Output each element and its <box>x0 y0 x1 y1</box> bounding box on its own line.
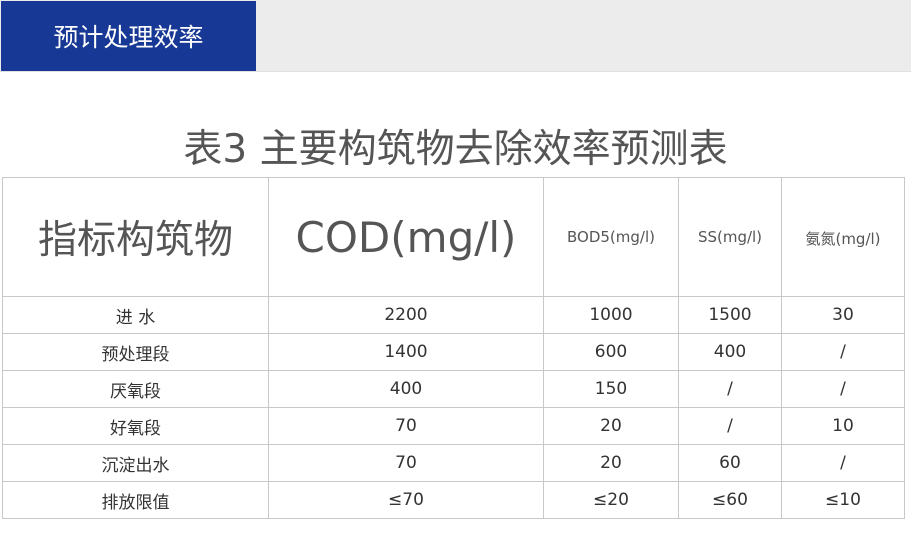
table-cell: 排放限值 <box>2 481 269 519</box>
table-cell: 600 <box>543 333 679 371</box>
column-header: BOD5(mg/l) <box>543 177 679 297</box>
table-cell: 预处理段 <box>2 333 269 371</box>
table-cell: / <box>781 444 905 482</box>
table-row: 进 水 2200 1000 1500 30 <box>2 296 905 334</box>
table-row: 沉淀出水 70 20 60/ <box>2 444 905 482</box>
table-row: 好氧段 70 20/10 <box>2 407 905 445</box>
tab-processing-efficiency[interactable]: 预计处理效率 <box>1 1 256 71</box>
table-cell: 70 <box>268 407 544 445</box>
table-cell: ≤60 <box>678 481 782 519</box>
table-cell: ≤20 <box>543 481 679 519</box>
table-cell: 进 水 <box>2 296 269 334</box>
table-row: 排放限值 ≤70 ≤20 ≤60 ≤10 <box>2 481 905 519</box>
table-cell: 150 <box>543 370 679 408</box>
table-title: 表3 主要构筑物去除效率预测表 <box>183 127 728 172</box>
table-cell: 2200 <box>268 296 544 334</box>
table-cell: ≤70 <box>268 481 544 519</box>
efficiency-table: 指标构筑物 COD(mg/l) BOD5(mg/l) SS(mg/l) 氨氮(m… <box>2 177 905 519</box>
table-cell: 20 <box>543 407 679 445</box>
table-cell: 30 <box>781 296 905 334</box>
table-cell: / <box>781 333 905 371</box>
table-cell: 20 <box>543 444 679 482</box>
table-cell: / <box>781 370 905 408</box>
column-header: COD(mg/l) <box>268 177 544 297</box>
table-cell: 400 <box>268 370 544 408</box>
table-cell: ≤10 <box>781 481 905 519</box>
table-cell: 沉淀出水 <box>2 444 269 482</box>
column-header: 指标构筑物 <box>2 177 269 297</box>
top-bar: 预计处理效率 <box>0 0 911 72</box>
tab-label: 预计处理效率 <box>53 23 204 52</box>
table-cell: 10 <box>781 407 905 445</box>
table-cell: / <box>678 370 782 408</box>
table-cell: / <box>678 407 782 445</box>
column-header: 氨氮(mg/l) <box>781 177 905 297</box>
table-cell: 1000 <box>543 296 679 334</box>
table-cell: 60 <box>678 444 782 482</box>
table-row: 预处理段 1400 600 400/ <box>2 333 905 371</box>
column-header: SS(mg/l) <box>678 177 782 297</box>
table-cell: 70 <box>268 444 544 482</box>
table-cell: 1400 <box>268 333 544 371</box>
table-cell: 好氧段 <box>2 407 269 445</box>
table-header-row: 指标构筑物 COD(mg/l) BOD5(mg/l) SS(mg/l) 氨氮(m… <box>2 177 905 297</box>
table-row: 厌氧段 400 150// <box>2 370 905 408</box>
table-cell: 1500 <box>678 296 782 334</box>
table-cell: 400 <box>678 333 782 371</box>
table-cell: 厌氧段 <box>2 370 269 408</box>
